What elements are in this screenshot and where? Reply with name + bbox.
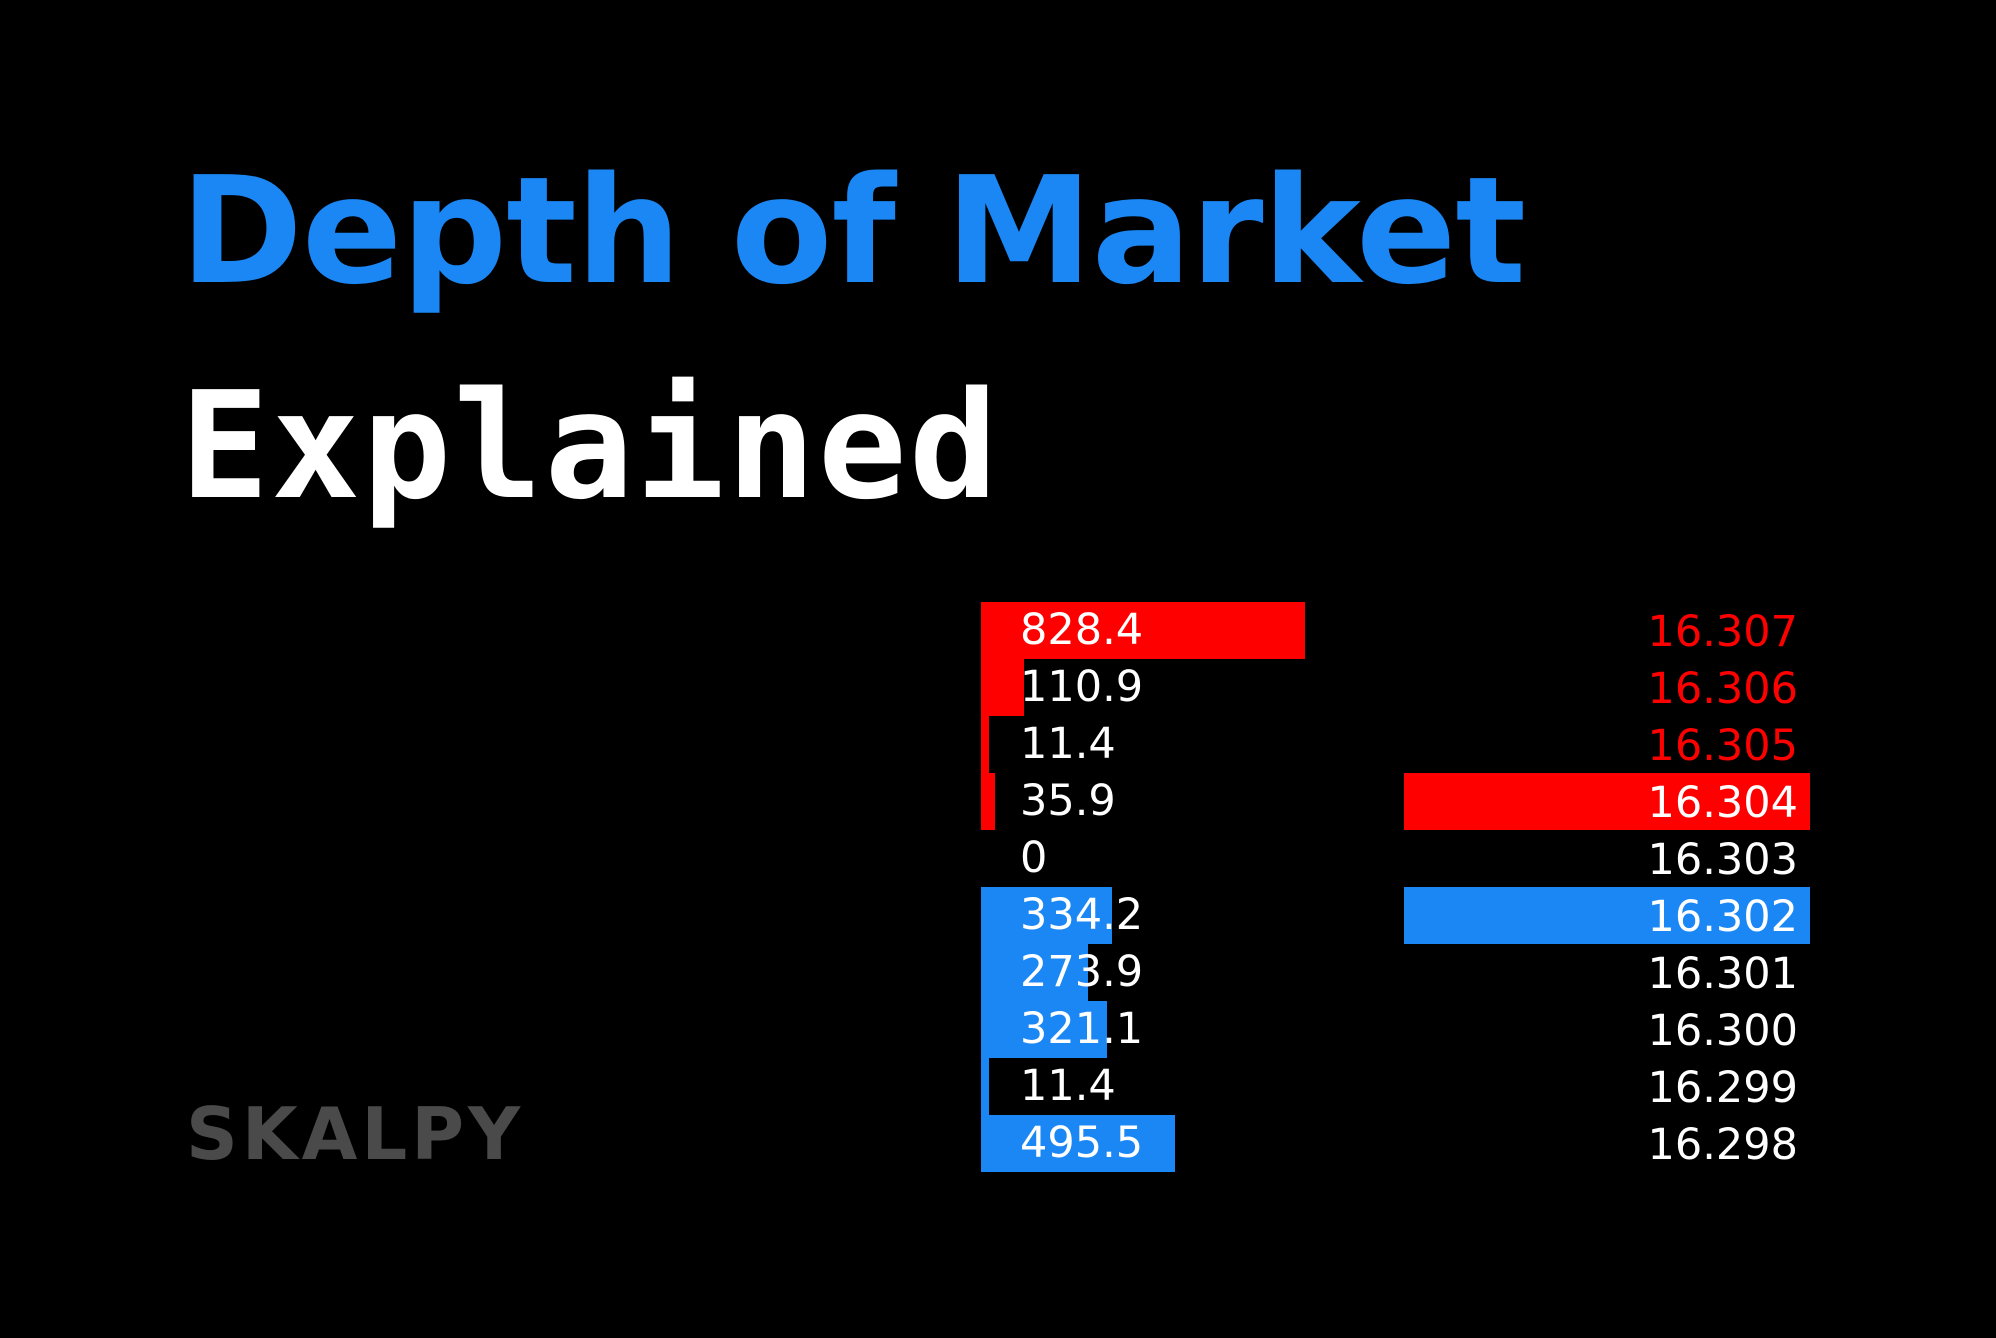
volume-value: 495.5 (1020, 1118, 1144, 1168)
price-value: 16.301 (1647, 949, 1798, 999)
volume-value: 11.4 (1020, 719, 1116, 769)
price-value: 16.298 (1647, 1120, 1798, 1170)
volume-bar (981, 1115, 1175, 1172)
price-value: 16.300 (1647, 1006, 1798, 1056)
volume-value: 321.1 (1020, 1004, 1144, 1054)
page-title: Depth of Market (180, 145, 1526, 317)
volume-bar (981, 887, 1112, 944)
volume-value: 35.9 (1020, 776, 1116, 826)
volume-value: 334.2 (1020, 890, 1144, 940)
volume-bar (981, 659, 1024, 716)
volume-bar (981, 1058, 989, 1115)
volume-bar (981, 944, 1088, 1001)
volume-bar (981, 1001, 1107, 1058)
volume-bar (981, 773, 995, 830)
volume-value: 828.4 (1020, 605, 1144, 655)
price-value: 16.304 (1647, 778, 1798, 828)
page-subtitle: Explained (180, 360, 1000, 532)
price-highlight-bar (1404, 887, 1810, 944)
brand-logo: SKALPY (186, 1092, 525, 1176)
volume-value: 110.9 (1020, 662, 1144, 712)
price-value: 16.302 (1647, 892, 1798, 942)
volume-bar (981, 602, 1305, 659)
price-value: 16.305 (1647, 721, 1798, 771)
price-value: 16.299 (1647, 1063, 1798, 1113)
price-value: 16.306 (1647, 664, 1798, 714)
volume-bar (981, 716, 989, 773)
volume-value: 0 (1020, 833, 1048, 883)
volume-value: 273.9 (1020, 947, 1144, 997)
volume-value: 11.4 (1020, 1061, 1116, 1111)
price-value: 16.307 (1647, 607, 1798, 657)
price-value: 16.303 (1647, 835, 1798, 885)
price-highlight-bar (1404, 773, 1810, 830)
